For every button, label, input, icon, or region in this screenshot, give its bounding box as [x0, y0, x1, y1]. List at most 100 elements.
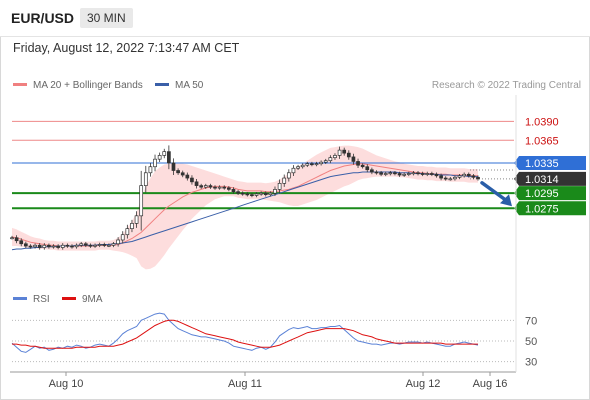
candle-body — [323, 160, 328, 163]
candle-body — [171, 162, 176, 171]
candle-body — [70, 245, 74, 248]
candle-body — [263, 192, 268, 196]
candle-body — [443, 177, 448, 180]
bollinger-band — [12, 145, 478, 270]
legend-rsi-label: RSI — [33, 294, 50, 305]
candle-body — [28, 245, 33, 248]
candle-body — [56, 245, 60, 248]
candle-body — [250, 194, 254, 197]
candle-body — [134, 215, 139, 224]
candle-body — [227, 187, 231, 190]
candle-body — [462, 173, 467, 177]
candle-body — [97, 244, 102, 246]
candle-body — [310, 163, 314, 166]
candle-body — [393, 172, 397, 175]
timeframe-badge[interactable]: 30 MIN — [80, 8, 133, 28]
candle-body — [351, 156, 356, 162]
rsi-ma-swatch — [62, 296, 76, 300]
candle-body — [83, 243, 88, 246]
candle-body — [466, 173, 471, 177]
candle-body — [300, 164, 305, 168]
candle-body — [23, 243, 28, 247]
level-tag-pivot-2 — [514, 155, 586, 170]
candle-body — [47, 244, 51, 248]
candle-body — [194, 181, 199, 186]
candle-body — [457, 175, 462, 178]
ma20-swatch — [13, 82, 27, 86]
level-label-resistance-0: 1.0390 — [525, 116, 559, 128]
legend-rsi-ma-label: 9MA — [82, 294, 103, 305]
forecast-arrow-head — [500, 194, 512, 207]
candle-body — [208, 185, 213, 188]
candle-body — [203, 185, 208, 188]
candle-body — [240, 192, 245, 195]
candle-body — [277, 182, 282, 190]
level-label-resistance-1: 1.0365 — [525, 135, 559, 147]
candle-body — [130, 223, 134, 230]
candle-body — [360, 164, 365, 168]
rsi-tick-label: 30 — [525, 357, 537, 369]
candle-body — [231, 189, 236, 193]
copyright-note: Research © 2022 Trading Central — [431, 80, 581, 91]
level-label-pivot-2: 1.0335 — [525, 158, 559, 170]
candle-body — [143, 172, 148, 186]
candle-body — [397, 173, 402, 176]
candle-body — [296, 166, 300, 169]
legend-ma20-label: MA 20 + Bollinger Bands — [33, 80, 143, 91]
rsi-line — [11, 312, 479, 353]
candle-body — [411, 172, 416, 175]
ma50-swatch — [155, 82, 169, 86]
candle-body — [65, 244, 70, 247]
candle-body — [430, 173, 434, 175]
candle-body — [139, 185, 144, 217]
chart-header: EUR/USD 30 MIN — [0, 0, 590, 37]
candle-body — [167, 151, 171, 164]
candle-body — [337, 149, 342, 156]
candle-body — [107, 244, 111, 247]
level-label-support-5: 1.0275 — [525, 203, 559, 215]
candle-body — [374, 171, 379, 174]
level-tag-current-3 — [514, 171, 586, 186]
candle-body — [213, 186, 217, 189]
candle-body — [453, 176, 457, 180]
x-tick-label: Aug 12 — [406, 378, 441, 390]
legend-rsi: RSI — [13, 294, 50, 305]
candle-body — [180, 172, 185, 176]
candle-body — [268, 192, 273, 196]
candle-body — [153, 158, 157, 168]
candle-body — [416, 172, 420, 175]
candle-body — [356, 161, 360, 166]
candle-body — [439, 175, 443, 179]
rsi-tick-label: 70 — [525, 315, 537, 327]
candle-body — [273, 189, 277, 194]
candle-body — [476, 176, 480, 180]
candle-body — [319, 161, 323, 165]
level-tag-support-5 — [514, 201, 586, 216]
candle-body — [282, 177, 287, 184]
candle-body — [406, 173, 411, 175]
x-tick-label: Aug 11 — [228, 378, 262, 390]
candle-body — [379, 172, 383, 175]
candle-body — [42, 244, 47, 248]
candle-body — [102, 244, 107, 246]
rsi-tick-label: 50 — [525, 336, 537, 348]
candle-body — [420, 173, 425, 175]
candle-body — [425, 173, 430, 175]
rsi-swatch — [13, 296, 27, 300]
candle-body — [236, 191, 240, 194]
candle-body — [93, 244, 97, 247]
candle-body — [185, 174, 190, 179]
legend-ma50: MA 50 — [155, 80, 203, 91]
x-tick-label: Aug 16 — [473, 378, 508, 390]
candle-body — [305, 163, 310, 166]
candle-body — [222, 186, 227, 189]
legend-ma20: MA 20 + Bollinger Bands — [13, 80, 143, 91]
candle-body — [79, 243, 84, 246]
candle-body — [370, 169, 374, 173]
candle-body — [383, 173, 388, 175]
candle-body — [471, 175, 476, 178]
candle-body — [217, 186, 222, 189]
candle-body — [74, 244, 79, 248]
candle-body — [60, 244, 65, 248]
